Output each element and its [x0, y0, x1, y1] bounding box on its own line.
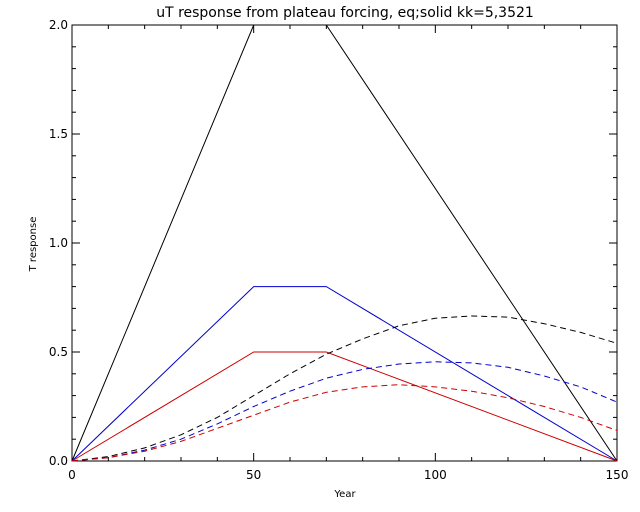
- y-axis: 0.0 0.5 1.0 1.5 2.0: [49, 18, 617, 468]
- solid-series-line-1: [71, 286, 618, 462]
- y-tick-label: 0.5: [49, 345, 68, 359]
- dashed-series-line-4: [71, 361, 618, 462]
- x-tick-label: 150: [606, 468, 629, 482]
- series-layer: [71, 24, 618, 462]
- dashed-series-line-3: [71, 315, 618, 462]
- plot-area: [71, 24, 618, 462]
- y-tick-label: 1.5: [49, 127, 68, 141]
- x-tick-label: 0: [68, 468, 76, 482]
- y-tick-label: 2.0: [49, 18, 68, 32]
- x-tick-label: 50: [246, 468, 261, 482]
- y-tick-label: 1.0: [49, 236, 68, 250]
- solid-series-line-0: [71, 24, 618, 462]
- x-axis: 0 50 100 150: [68, 25, 628, 482]
- y-axis-label: T response: [28, 217, 39, 273]
- plot-frame: [71, 24, 618, 462]
- chart-title: uT response from plateau forcing, eq;sol…: [156, 5, 534, 21]
- solid-series-line-2: [71, 351, 618, 462]
- dashed-series-line-5: [71, 384, 618, 462]
- x-axis-label: Year: [333, 489, 356, 500]
- x-tick-label: 100: [424, 468, 447, 482]
- y-tick-label: 0.0: [49, 454, 68, 468]
